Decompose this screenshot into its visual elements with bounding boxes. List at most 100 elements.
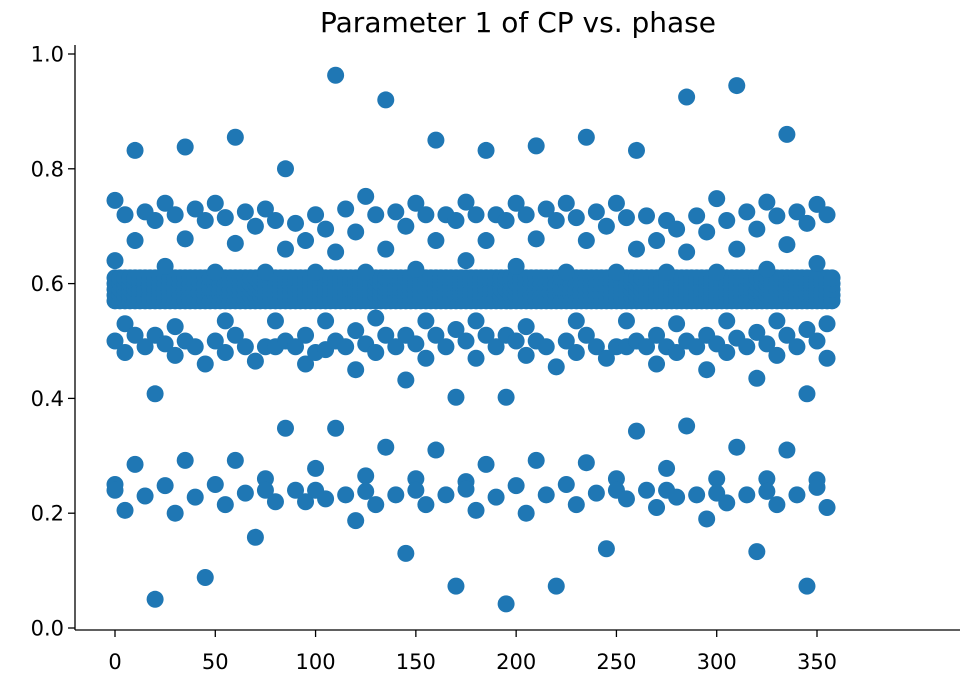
data-point [357,482,375,500]
data-point [627,422,645,440]
data-point [698,223,716,241]
x-tick-label: 50 [202,650,229,674]
data-point [357,263,375,281]
data-point [648,232,666,250]
data-point [457,332,475,350]
data-point [377,438,395,456]
data-point [527,451,545,469]
data-point [768,346,786,364]
data-point [216,209,234,227]
data-point [808,255,826,273]
data-point [688,338,706,356]
data-point [778,125,796,143]
data-point [758,193,776,211]
data-point [407,194,425,212]
data-point [497,388,515,406]
data-point [648,355,666,373]
axis-ticks: 0 50 100 150 200 250 300 350 0.0 0.2 0.4 0.6 0.8 1.0 [31,43,837,675]
data-point [106,191,124,209]
data-point [487,338,505,356]
data-point [146,590,164,608]
data-point [627,240,645,258]
data-point [287,481,305,499]
data-point [768,207,786,225]
data-point [337,200,355,218]
scatter-points [106,66,841,613]
data-point [698,361,716,379]
data-point [808,332,826,350]
data-point [317,490,335,508]
data-point [638,338,656,356]
data-point [136,338,154,356]
data-point [728,77,746,95]
data-point [186,488,204,506]
data-point [758,482,776,500]
data-point [337,486,355,504]
data-point [758,260,776,278]
data-point [246,217,264,235]
data-point [728,240,746,258]
data-point [497,211,515,229]
y-tick-label: 0.0 [31,617,64,641]
data-point [357,187,375,205]
data-point [427,326,445,344]
data-point [648,498,666,516]
data-point [557,263,575,281]
data-point [778,326,796,344]
data-point [517,206,535,224]
data-point [718,211,736,229]
data-point [798,321,816,339]
y-tick-label: 0.4 [31,387,64,411]
data-point [266,493,284,511]
data-point [387,203,405,221]
data-point [517,318,535,336]
data-point [236,484,254,502]
data-point [678,243,696,261]
data-point [297,232,315,250]
data-point [156,194,174,212]
data-point [658,263,676,281]
data-point [447,577,465,595]
data-point [587,484,605,502]
data-point [577,128,595,146]
data-point [597,349,615,367]
data-point [106,481,124,499]
data-point [276,419,294,437]
data-point [527,230,545,248]
data-point [778,441,796,459]
data-point [186,200,204,218]
data-point [116,206,134,224]
data-point [567,209,585,227]
data-point [256,481,274,499]
data-point [397,544,415,562]
data-point [798,577,816,595]
data-point [156,257,174,275]
data-point [517,504,535,522]
data-point [708,190,726,208]
data-point [447,388,465,406]
data-point [156,335,174,353]
data-point [196,211,214,229]
data-point [577,232,595,250]
data-point [387,486,405,504]
data-point [206,332,224,350]
data-point [166,318,184,336]
data-point [176,138,194,156]
data-point [823,269,841,287]
data-point [206,194,224,212]
data-point [447,321,465,339]
data-point [507,477,525,495]
data-point [577,326,595,344]
data-point [266,211,284,229]
data-point [126,141,144,159]
data-point [597,217,615,235]
data-point [617,490,635,508]
data-point [256,263,274,281]
data-point [126,232,144,250]
y-tick-label: 0.6 [31,272,64,296]
data-point [587,338,605,356]
data-point [527,137,545,155]
data-point [577,454,595,472]
data-point [437,486,455,504]
data-point [397,217,415,235]
